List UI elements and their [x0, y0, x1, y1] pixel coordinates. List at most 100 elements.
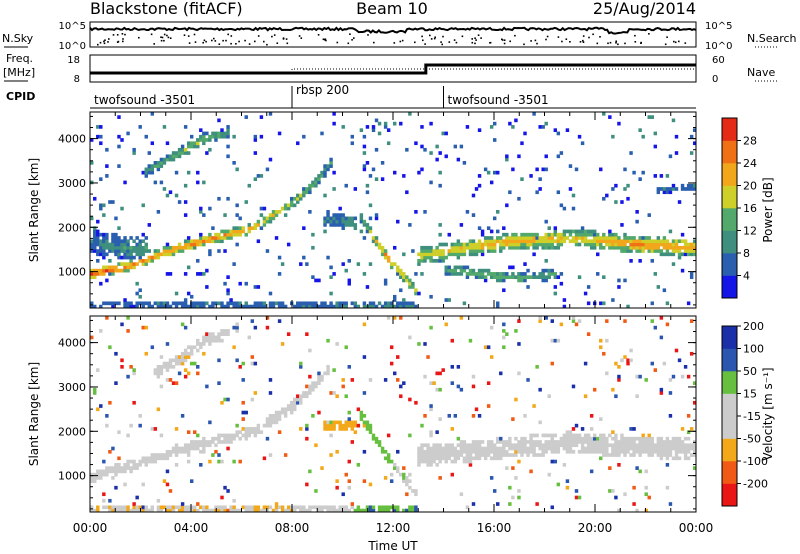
heatmap-cell: [453, 144, 458, 149]
heatmap-cell: [362, 322, 367, 327]
heatmap-cell: [638, 249, 642, 253]
heatmap-cell: [299, 304, 303, 309]
heatmap-cell: [411, 489, 415, 493]
heatmap-cell: [202, 446, 206, 451]
heatmap-cell: [623, 232, 627, 237]
heatmap-cell: [189, 440, 194, 444]
heatmap-cell: [362, 236, 367, 240]
heatmap-cell: [220, 505, 224, 510]
heatmap-cell: [299, 508, 303, 513]
heatmap-cell: [250, 430, 255, 434]
heatmap-cell: [511, 443, 515, 448]
noise-search-dot: [674, 41, 677, 44]
heatmap-cell: [353, 223, 358, 227]
heatmap-cell: [129, 252, 133, 257]
heatmap-cell: [653, 245, 658, 250]
heatmap-cell: [189, 479, 194, 483]
heatmap-cell: [250, 427, 255, 431]
heatmap-cell: [159, 304, 164, 309]
heatmap-cell: [538, 446, 542, 451]
heatmap-cell: [553, 338, 558, 343]
heatmap-cell: [277, 272, 282, 276]
heatmap-cell: [438, 242, 442, 247]
heatmap-cell: [347, 508, 351, 513]
heatmap-cell: [644, 440, 648, 444]
heatmap-cell: [559, 239, 564, 244]
heatmap-cell: [126, 508, 130, 513]
heatmap-cell: [335, 223, 339, 227]
heatmap-cell: [132, 265, 136, 270]
heatmap-cell: [577, 436, 582, 441]
heatmap-cell: [450, 242, 454, 247]
heatmap-cell: [592, 436, 597, 441]
heatmap-cell: [365, 125, 370, 129]
heatmap-cell: [535, 236, 539, 240]
heatmap-cell: [244, 508, 248, 513]
heatmap-cell: [450, 268, 454, 273]
heatmap-cell: [553, 272, 558, 276]
heatmap-cell: [480, 249, 485, 253]
heatmap-cell: [423, 374, 427, 379]
heatmap-cell: [380, 249, 385, 253]
heatmap-cell: [414, 288, 418, 293]
heatmap-cell: [189, 141, 194, 146]
heatmap-cell: [620, 449, 624, 454]
heatmap-cell: [447, 443, 451, 448]
heatmap-cell: [420, 446, 424, 451]
heatmap-cell: [435, 259, 439, 263]
heatmap-cell: [650, 242, 654, 247]
heatmap-cell: [217, 433, 221, 438]
heatmap-cell: [238, 459, 242, 464]
heatmap-cell: [156, 161, 161, 165]
heatmap-cell: [492, 170, 497, 175]
heatmap-cell: [623, 440, 627, 444]
heatmap-cell: [374, 304, 379, 309]
heatmap-cell: [638, 177, 642, 181]
heatmap-cell: [102, 245, 106, 250]
heatmap-cell: [256, 304, 261, 309]
heatmap-cell: [562, 436, 567, 441]
heatmap-cell: [611, 242, 615, 247]
heatmap-cell: [199, 304, 203, 309]
heatmap-cell: [659, 174, 664, 178]
heatmap-cell: [544, 121, 548, 126]
heatmap-cell: [596, 242, 600, 247]
heatmap-cell: [514, 245, 518, 250]
heatmap-cell: [577, 440, 582, 444]
heatmap-cell: [93, 242, 97, 247]
heatmap-cell: [326, 505, 330, 510]
heatmap-cell: [211, 304, 215, 309]
heatmap-cell: [126, 268, 130, 273]
heatmap-cell: [96, 249, 100, 253]
heatmap-cell: [453, 449, 458, 454]
heatmap-cell: [141, 239, 145, 244]
heatmap-cell: [138, 505, 142, 510]
heatmap-cell: [586, 433, 591, 438]
heatmap-cell: [368, 226, 373, 230]
heatmap-cell: [611, 446, 615, 451]
heatmap-cell: [589, 242, 594, 247]
heatmap-cell: [196, 141, 200, 146]
heatmap-cell: [202, 338, 206, 343]
station-title: Blackstone (fitACF): [90, 0, 243, 18]
heatmap-cell: [429, 456, 433, 461]
heatmap-cell: [689, 249, 694, 253]
heatmap-cell: [168, 252, 173, 257]
heatmap-cell: [259, 226, 264, 230]
heatmap-cell: [180, 502, 185, 506]
heatmap-cell: [638, 436, 642, 441]
heatmap-cell: [317, 304, 321, 309]
heatmap-cell: [574, 242, 579, 247]
heatmap-cell: [396, 355, 400, 359]
heatmap-cell: [565, 433, 570, 438]
heatmap-cell: [656, 187, 661, 191]
heatmap-cell: [659, 249, 664, 253]
heatmap-cell: [471, 213, 476, 217]
heatmap-cell: [117, 262, 121, 266]
heatmap-cell: [438, 183, 442, 188]
heatmap-cell: [211, 338, 215, 343]
heatmap-cell: [396, 268, 400, 273]
heatmap-cell: [550, 361, 554, 366]
heatmap-cell: [365, 226, 370, 230]
heatmap-cell: [326, 167, 330, 172]
